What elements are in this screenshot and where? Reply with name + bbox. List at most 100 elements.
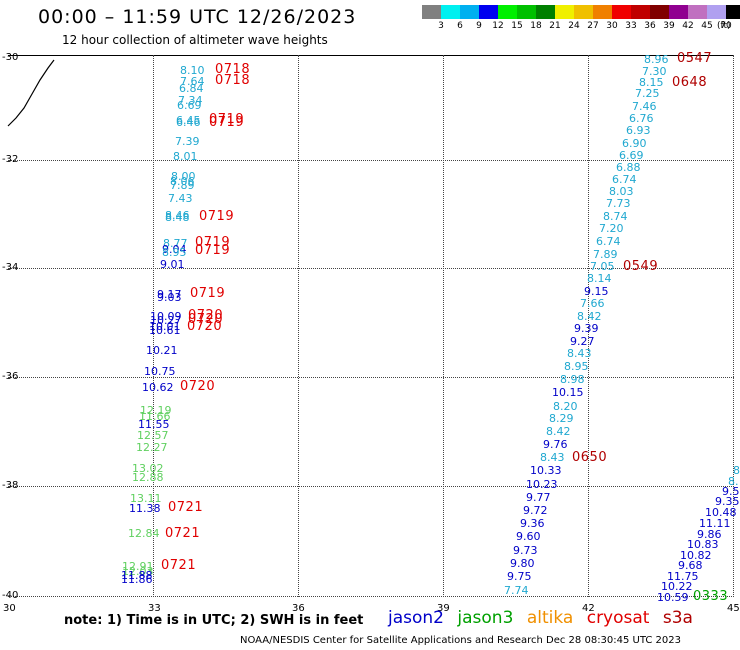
colorbar-tick-label: 70 bbox=[720, 21, 732, 31]
time-label: 0721 bbox=[161, 558, 197, 573]
wave-value: 13.02 bbox=[132, 462, 164, 475]
wave-value: 6.88 bbox=[616, 161, 641, 174]
lon-label: 36 bbox=[292, 603, 305, 614]
map-frame bbox=[8, 55, 733, 598]
colorbar-ticks: 3 6 9 12 15 18 21 24 27 30 33 36 39 42 45 70 bbox=[422, 21, 740, 33]
time-label: 0650 bbox=[572, 450, 608, 465]
grid-line-lat bbox=[8, 486, 734, 487]
time-label: 0721 bbox=[168, 500, 204, 515]
colorbar-tick-label: 39 bbox=[663, 21, 675, 31]
wave-value: 8.14 bbox=[587, 272, 612, 285]
lat-label: -40 bbox=[2, 590, 19, 601]
wave-value: 9.01 bbox=[160, 258, 185, 271]
wave-value: 12.88 bbox=[132, 471, 164, 484]
wave-value: 6.69 bbox=[177, 99, 202, 112]
wave-value: 7.30 bbox=[642, 65, 667, 78]
wave-value: 9.15 bbox=[584, 285, 609, 298]
legend-altika: altika bbox=[526, 608, 574, 628]
wave-value: 9.75 bbox=[507, 570, 532, 583]
time-label: 0720 bbox=[187, 319, 223, 334]
colorbar-tick-label: 6 bbox=[457, 21, 463, 31]
colorbar-tick-label: 15 bbox=[511, 21, 523, 31]
colorbar-tick-label: 30 bbox=[606, 21, 618, 31]
lon-label: 30 bbox=[3, 603, 16, 614]
colorbar-tick-label: 9 bbox=[476, 21, 482, 31]
time-label: 0720 bbox=[188, 308, 224, 323]
lat-label: -34 bbox=[2, 262, 19, 273]
wave-value: 6.90 bbox=[622, 137, 647, 150]
wave-value: 8.95 bbox=[162, 246, 187, 259]
time-label: 0721 bbox=[165, 526, 201, 541]
wave-value: 9.35 bbox=[715, 495, 740, 508]
colorbar-tick-label: 36 bbox=[644, 21, 656, 31]
colorbar-swatch bbox=[631, 5, 650, 19]
time-label: 0718 bbox=[215, 73, 251, 88]
wave-value: 7.74 bbox=[504, 584, 529, 597]
grid-line-lat bbox=[8, 160, 734, 161]
colorbar-swatch bbox=[612, 5, 631, 19]
colorbar-swatch bbox=[498, 5, 517, 19]
colorbar-swatch bbox=[479, 5, 498, 19]
wave-value: 10.09 bbox=[150, 310, 182, 323]
credit-line: NOAA/NESDIS Center for Satellite Applica… bbox=[240, 635, 682, 646]
lon-label: 45 bbox=[727, 603, 740, 614]
wave-value: 11.88 bbox=[121, 569, 153, 582]
wave-value: 10.33 bbox=[530, 464, 562, 477]
lat-label: -38 bbox=[2, 480, 19, 491]
wave-value: 8.43 bbox=[540, 451, 565, 464]
grid-line-lat bbox=[8, 268, 734, 269]
time-label: 0648 bbox=[672, 75, 708, 90]
colorbar-swatch bbox=[460, 5, 479, 19]
colorbar-tick-label: 18 bbox=[530, 21, 542, 31]
time-label: 0549 bbox=[623, 259, 659, 274]
wave-value: 6.45 bbox=[176, 114, 201, 127]
wave-value: 11.86 bbox=[121, 573, 153, 586]
wave-value: 9.76 bbox=[543, 438, 568, 451]
wave-value: 9.36 bbox=[520, 517, 545, 530]
colorbar-swatch bbox=[441, 5, 460, 19]
wave-value: 11.66 bbox=[139, 410, 171, 423]
wave-value: 8.15 bbox=[639, 76, 664, 89]
wave-value: 8.95 bbox=[564, 360, 589, 373]
wave-value: 7.34 bbox=[178, 94, 203, 107]
time-label: 0719 bbox=[209, 115, 245, 130]
wave-value: 8.77 bbox=[163, 237, 188, 250]
wave-value: 10.23 bbox=[526, 478, 558, 491]
wave-value: 12.84 bbox=[128, 527, 160, 540]
wave-value: 13.11 bbox=[130, 492, 162, 505]
time-label: 0720 bbox=[188, 312, 224, 327]
time-label: 0718 bbox=[215, 62, 251, 77]
wave-value: 8.43 bbox=[567, 347, 592, 360]
colorbar-unit: (ft) bbox=[717, 21, 731, 31]
wave-value: 7.25 bbox=[635, 87, 660, 100]
time-label: 0547 bbox=[677, 51, 713, 66]
wave-value: 11.11 bbox=[699, 517, 731, 530]
wave-value: 12.57 bbox=[137, 429, 169, 442]
grid-line-lon bbox=[298, 55, 299, 597]
lat-label: -36 bbox=[2, 371, 19, 382]
wave-value: 9.60 bbox=[516, 530, 541, 543]
wave-value: 9.80 bbox=[510, 557, 535, 570]
grid-line-lat bbox=[8, 377, 734, 378]
wave-value: 8.98 bbox=[560, 373, 585, 386]
time-label: 0719 bbox=[209, 112, 245, 127]
wave-value: 8.42 bbox=[546, 425, 571, 438]
wave-value: 6.69 bbox=[619, 149, 644, 162]
wave-value: 7.46 bbox=[632, 100, 657, 113]
colorbar-tick-label: 21 bbox=[549, 21, 561, 31]
lon-label: 33 bbox=[148, 603, 161, 614]
coastline bbox=[7, 59, 55, 127]
time-label: 0333 bbox=[693, 589, 729, 604]
wave-value: 7.73 bbox=[606, 197, 631, 210]
wave-value: 10.48 bbox=[705, 506, 737, 519]
colorbar-tick-label: 33 bbox=[625, 21, 637, 31]
wave-value: 8.48 bbox=[165, 211, 190, 224]
wave-value: 7.43 bbox=[168, 192, 193, 205]
wave-value: 10.27 bbox=[150, 314, 182, 327]
wave-value: 10.61 bbox=[149, 324, 181, 337]
wave-value: 7.20 bbox=[599, 222, 624, 235]
grid-line-lat bbox=[8, 596, 734, 597]
wave-value: 8.20 bbox=[553, 400, 578, 413]
wave-value: 10.82 bbox=[680, 549, 712, 562]
wave-value: 7.64 bbox=[180, 75, 205, 88]
